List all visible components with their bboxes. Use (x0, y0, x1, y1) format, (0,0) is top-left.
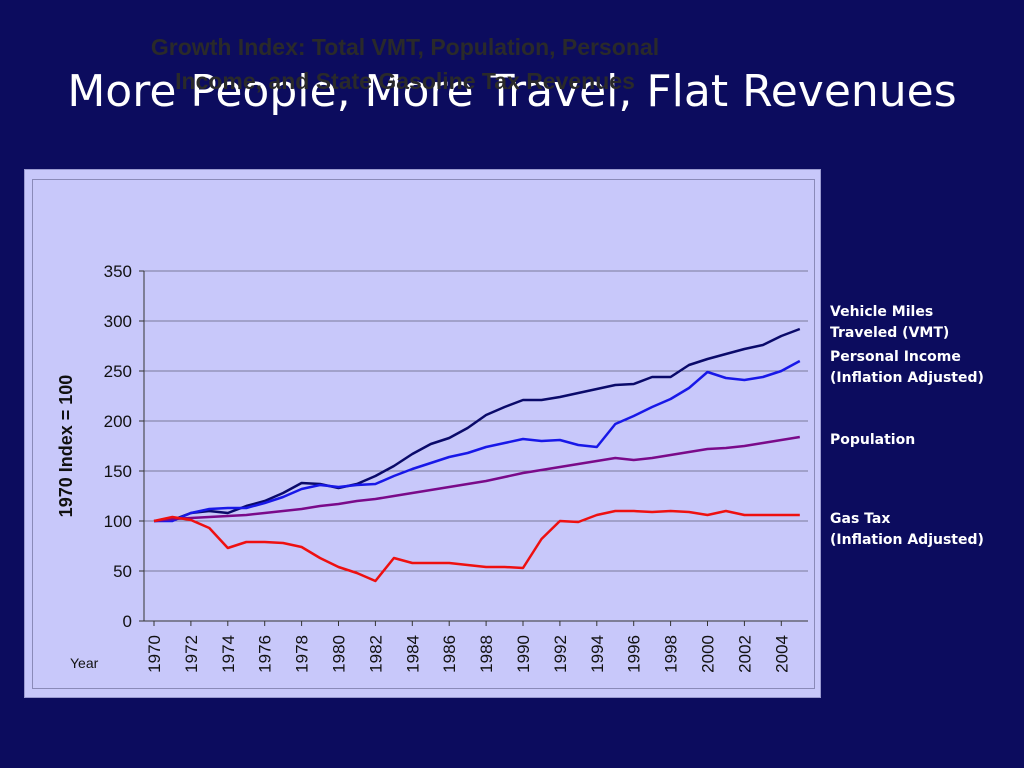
plot-area (144, 271, 808, 621)
y-tick-label: 50 (113, 562, 132, 581)
legend-gas-tax-line-1: Gas Tax (830, 511, 891, 527)
x-tick-label: 2000 (699, 635, 718, 673)
x-tick-label: 1996 (625, 635, 644, 673)
y-tick-label: 150 (104, 462, 132, 481)
y-tick-label: 350 (104, 262, 132, 281)
x-tick-label: 1984 (403, 635, 422, 673)
x-tick-label: 1994 (588, 635, 607, 673)
slide-title: More People, More Travel, Flat Revenues (67, 66, 957, 117)
legend-vmt: Vehicle Miles Traveled (VMT) (830, 302, 1020, 344)
legend-income-line-1: Personal Income (830, 349, 961, 365)
legend-gas-tax: Gas Tax (Inflation Adjusted) (830, 509, 1020, 551)
x-tick-label: 1970 (145, 635, 164, 673)
y-tick-label: 300 (104, 312, 132, 331)
y-axis-title: 1970 Index = 100 (56, 375, 76, 518)
x-axis-title: Year (70, 655, 99, 671)
series-line-2 (154, 359, 801, 523)
x-tick-label: 1998 (662, 635, 681, 673)
x-tick-label: 1992 (551, 635, 570, 673)
chart-border (32, 179, 815, 689)
legend-income-line-2: (Inflation Adjusted) (830, 370, 984, 386)
y-tick-label: 0 (123, 612, 132, 631)
series-line-4 (153, 509, 800, 583)
series-line-1 (153, 327, 801, 523)
x-tick-label: 1986 (440, 635, 459, 673)
legend-personal-income: Personal Income (Inflation Adjusted) (830, 347, 1020, 389)
x-tick-label: 1978 (293, 635, 312, 673)
x-tick-label: 1972 (182, 635, 201, 673)
x-tick-label: 1990 (514, 635, 533, 673)
x-tick-label: 1974 (219, 635, 238, 673)
chart-title: Growth Index: Total VMT, Population, Per… (60, 30, 750, 98)
chart-title-line-1: Growth Index: Total VMT, Population, Per… (150, 34, 660, 60)
y-tick-label: 200 (104, 412, 132, 431)
x-tick-label: 1976 (256, 635, 275, 673)
y-tick-label: 100 (104, 512, 132, 531)
legend-vmt-line-1: Vehicle Miles (830, 304, 934, 320)
x-tick-label: 1982 (366, 635, 385, 673)
x-tick-label: 2002 (735, 635, 754, 673)
legend-vmt-line-2: Traveled (VMT) (830, 325, 950, 341)
series-line-3 (153, 435, 801, 523)
legend-population-line-1: Population (830, 432, 916, 448)
chart-title-line-2: Income, and State Gasoline Tax Revenues (175, 68, 635, 94)
legend-population: Population (830, 430, 1020, 451)
x-tick-label: 1980 (330, 635, 349, 673)
y-tick-label: 250 (104, 362, 132, 381)
x-tick-label: 1988 (477, 635, 496, 673)
x-tick-label: 2004 (772, 635, 791, 673)
legend-gas-tax-line-2: (Inflation Adjusted) (830, 532, 984, 548)
